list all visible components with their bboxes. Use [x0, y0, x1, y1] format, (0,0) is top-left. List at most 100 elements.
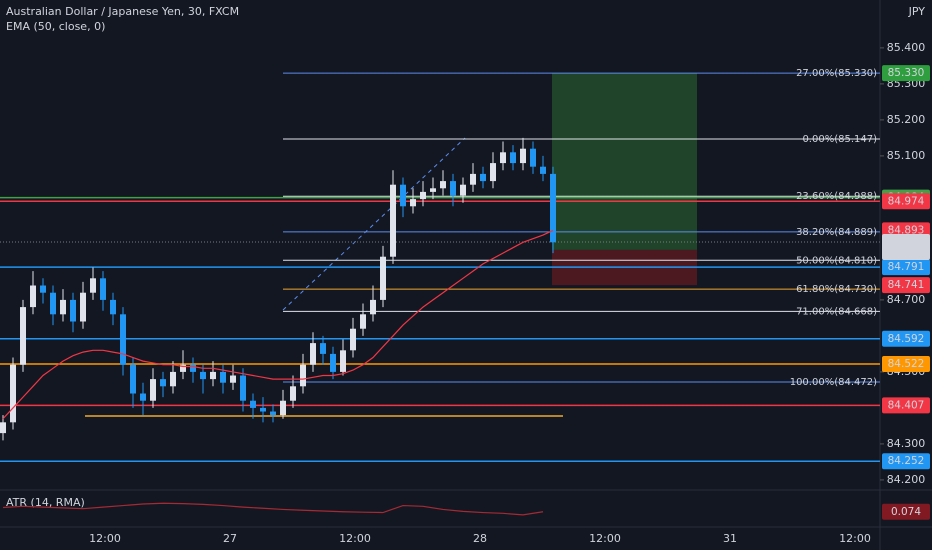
candle-body	[460, 184, 466, 196]
candle-body	[500, 152, 506, 164]
candle-body	[540, 166, 546, 174]
fib-label: 71.00%(84.668)	[796, 306, 877, 317]
candle-body	[100, 278, 106, 300]
candle-body	[290, 386, 296, 401]
current-price-label: 84.861	[888, 236, 925, 248]
price-badge-label: 84.791	[888, 261, 925, 273]
candle-body	[530, 148, 536, 167]
candle-body	[120, 314, 126, 365]
candle-body	[330, 353, 336, 372]
time-label: 12:00	[839, 532, 871, 545]
candle-body	[200, 371, 206, 380]
candle-body	[430, 188, 436, 192]
time-label: 12:00	[89, 532, 121, 545]
candle-body	[320, 343, 326, 354]
candle-body	[240, 375, 246, 401]
price-tick-label: 85.100	[887, 149, 926, 162]
candle-body	[210, 371, 216, 380]
candle-body	[370, 299, 376, 315]
atr-label: ATR (14, RMA)	[6, 496, 85, 509]
candle-body	[490, 163, 496, 182]
price-badge	[882, 65, 930, 82]
profit-zone	[552, 73, 697, 250]
ema-line	[2, 229, 554, 420]
fib-label: 100.00%(84.472)	[790, 377, 877, 388]
price-badge-label: 84.741	[888, 279, 925, 291]
time-label: 12:00	[589, 532, 621, 545]
current-price-badge	[882, 233, 930, 260]
atr-badge	[882, 503, 930, 520]
indicator-label: EMA (50, close, 0)	[6, 20, 105, 33]
currency[interactable]: JPY	[908, 5, 926, 18]
price-badge-label: 84.522	[888, 358, 925, 370]
candle-body	[220, 371, 226, 383]
candle-body	[60, 299, 66, 315]
candle-body	[170, 371, 176, 387]
time-label: 28	[473, 532, 487, 545]
candle-body	[410, 199, 416, 207]
price-badge-label: 85.330	[888, 67, 925, 79]
candle-body	[470, 173, 476, 185]
price-badge	[882, 453, 930, 470]
candle-body	[160, 379, 166, 387]
candle-body	[380, 256, 386, 300]
price-badge	[882, 355, 930, 372]
candle-body	[420, 191, 426, 200]
candle-body	[510, 152, 516, 164]
candle-body	[260, 407, 266, 412]
candle-body	[110, 299, 116, 315]
fib-label: 38.20%(84.889)	[796, 227, 877, 238]
price-badge-label: 84.974	[888, 195, 925, 207]
price-badge-label: 84.893	[888, 224, 925, 236]
candle-body	[300, 364, 306, 387]
fib-label: 0.00%(85.147)	[802, 134, 877, 145]
price-tick-label: 84.200	[887, 473, 926, 486]
symbol-title: Australian Dollar / Japanese Yen, 30, FX…	[6, 5, 239, 18]
candle-body	[230, 375, 236, 383]
price-badge-label: 84.592	[888, 333, 925, 345]
candle-body	[250, 400, 256, 408]
candle-body	[40, 285, 46, 293]
fib-label: 50.00%(84.810)	[796, 255, 877, 266]
candle-body	[0, 422, 6, 434]
trend-line	[282, 137, 466, 311]
price-badge-label: 84.252	[888, 455, 925, 467]
price-badge	[882, 259, 930, 276]
price-badge	[882, 277, 930, 294]
price-tick-label: 84.300	[887, 437, 926, 450]
candle-body	[270, 411, 276, 416]
candle-body	[310, 343, 316, 365]
time-label: 31	[723, 532, 737, 545]
price-badge	[882, 397, 930, 414]
atr-line	[2, 502, 544, 516]
candle-body	[480, 173, 486, 182]
candle-body	[360, 314, 366, 329]
time-label: 27	[223, 532, 237, 545]
candle-body	[450, 181, 456, 196]
candle-body	[340, 350, 346, 372]
countdown: 21:05	[891, 247, 921, 259]
candle-body	[520, 148, 526, 164]
candle-body	[350, 328, 356, 351]
candle-body	[10, 364, 16, 423]
candle-body	[80, 292, 86, 322]
candle-body	[140, 393, 146, 401]
candle-body	[190, 364, 196, 372]
candle-body	[400, 184, 406, 207]
price-tick-label: 85.400	[887, 41, 926, 54]
fib-label: 27.00%(85.330)	[796, 68, 877, 79]
atr-value: 0.074	[891, 506, 921, 518]
candle-body	[180, 364, 186, 372]
candle-body	[150, 379, 156, 401]
price-tick-label: 85.200	[887, 113, 926, 126]
time-label: 12:00	[339, 532, 371, 545]
candle-body	[90, 278, 96, 293]
price-badge	[882, 193, 930, 210]
price-badge-label: 84.407	[888, 399, 925, 411]
candle-body	[280, 400, 286, 416]
price-badge	[882, 330, 930, 347]
fib-label: 61.80%(84.730)	[796, 284, 877, 295]
candle-body	[550, 173, 556, 243]
